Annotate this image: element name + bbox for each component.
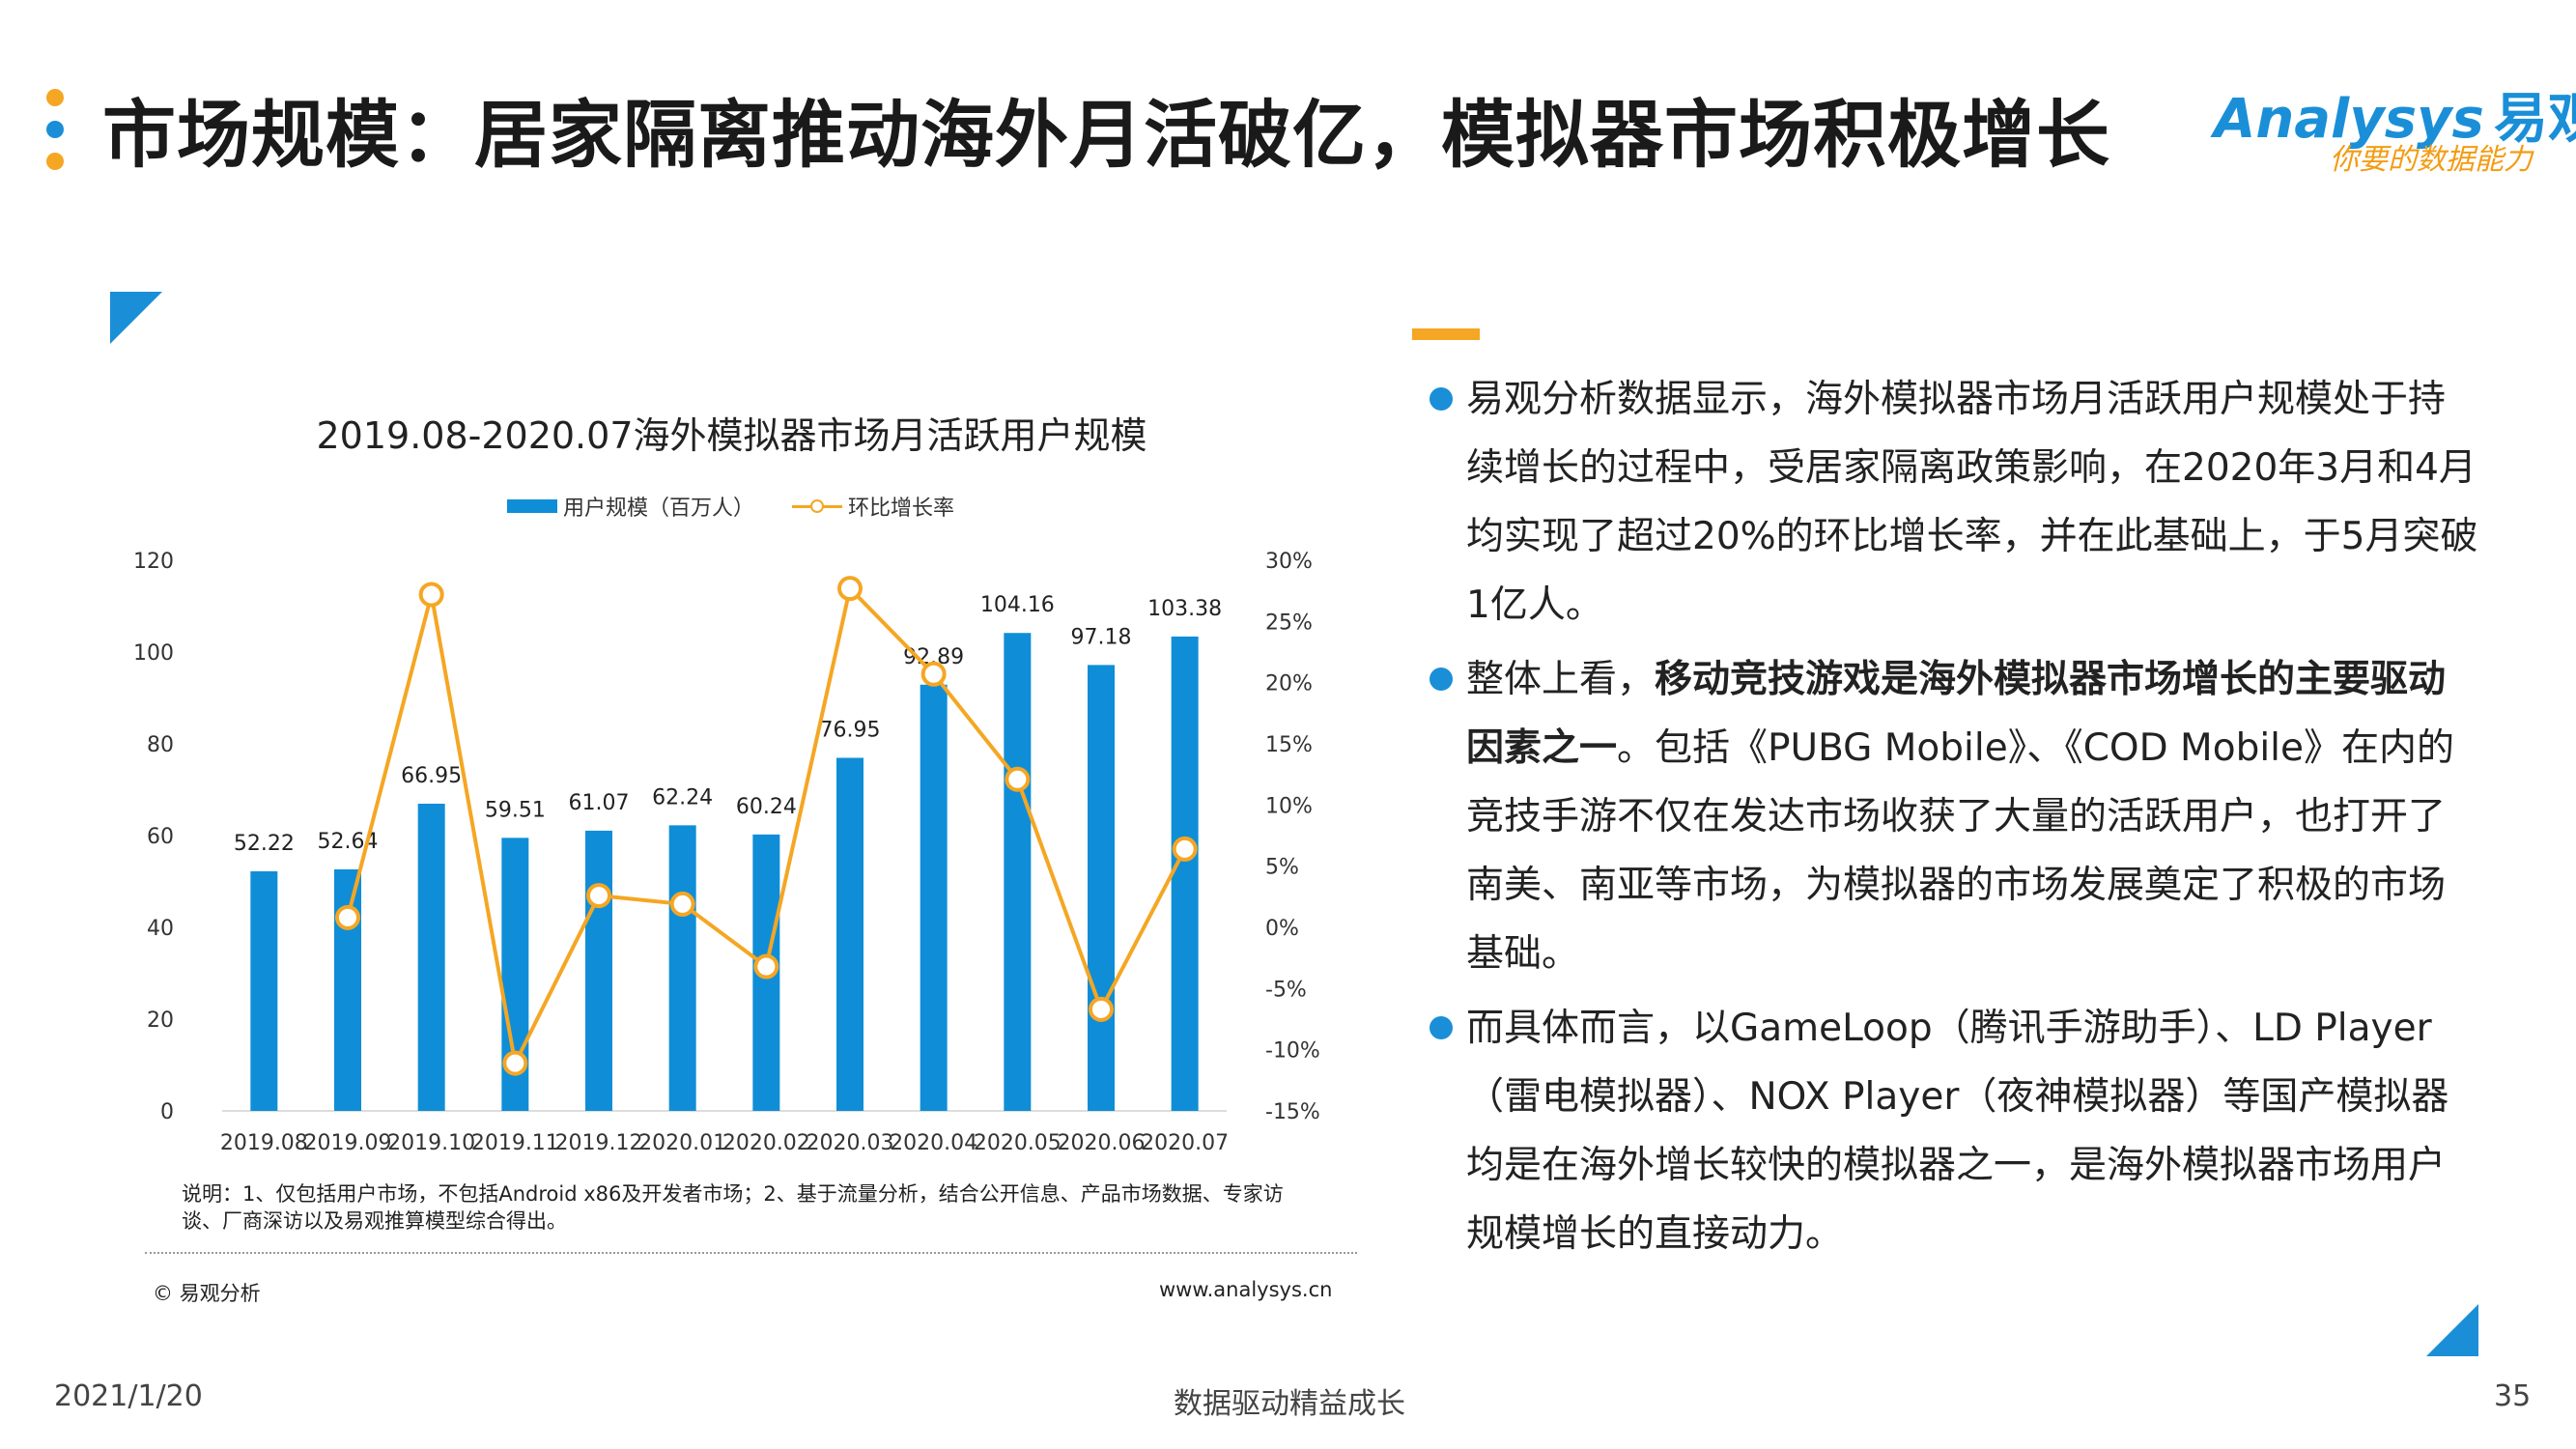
x-tick-label: 2019.08: [220, 1131, 308, 1155]
bullet-dot: [1430, 1016, 1453, 1039]
bullet-list: 易观分析数据显示，海外模拟器市场月活跃用户规模处于持续增长的过程中，受居家隔离政…: [1430, 365, 2482, 1274]
y-right-tick-label: -10%: [1265, 1039, 1320, 1064]
y-left-tick-label: 40: [147, 917, 174, 941]
legend-item-bar: 用户规模（百万人）: [507, 491, 754, 522]
bar: [250, 870, 278, 1111]
y-right-tick-label: 0%: [1265, 917, 1299, 941]
corner-decoration-bottom-right: [2426, 1304, 2478, 1356]
title-dot: [46, 153, 64, 170]
y-left-tick-label: 120: [133, 550, 174, 574]
x-tick-label: 2019.12: [555, 1131, 643, 1155]
growth-rate-point: [1089, 996, 1114, 1022]
bar: [1171, 636, 1199, 1111]
legend-item-line: 环比增长率: [792, 491, 954, 522]
footer-slogan: 数据驱动精益成长: [1174, 1387, 1405, 1421]
y-right-tick-label: -15%: [1265, 1100, 1320, 1124]
bar-data-label: 76.95: [820, 718, 881, 742]
title-dot: [46, 89, 64, 106]
x-tick-label: 2019.09: [304, 1131, 392, 1155]
bullet-item: 易观分析数据显示，海外模拟器市场月活跃用户规模处于持续增长的过程中，受居家隔离政…: [1430, 365, 2482, 639]
bar-data-label: 59.51: [485, 798, 546, 822]
bar-data-label: 104.16: [980, 593, 1055, 617]
x-tick-label: 2020.02: [722, 1131, 810, 1155]
y-right-tick-label: 30%: [1265, 550, 1313, 574]
y-right-tick-label: -5%: [1265, 978, 1307, 1002]
logo-cn: 易观: [2493, 88, 2576, 151]
bullet-text-bold: 移动竞技游戏是海外模拟器市场增长的主要驱动因素之一: [1466, 658, 2447, 770]
growth-rate-point: [502, 1050, 528, 1076]
chart-legend: 用户规模（百万人） 环比增长率: [507, 491, 985, 522]
legend-line-swatch: [792, 499, 843, 513]
growth-rate-point: [753, 953, 779, 980]
y-right-tick-label: 25%: [1265, 611, 1313, 635]
bar: [585, 830, 612, 1111]
page-title: 市场规模：居家隔离推动海外月活破亿，模拟器市场积极增长: [102, 92, 2110, 178]
bar-data-label: 97.18: [1071, 625, 1132, 649]
bar: [1088, 665, 1115, 1111]
footer-date: 2021/1/20: [54, 1379, 203, 1413]
growth-rate-point: [920, 661, 947, 687]
growth-rate-point: [669, 891, 695, 917]
y-right-tick-label: 20%: [1265, 672, 1313, 696]
source-url: www.analysys.cn: [1159, 1278, 1333, 1301]
growth-rate-point: [1005, 766, 1031, 792]
growth-rate-point: [1172, 836, 1198, 862]
legend-label-bar: 用户规模（百万人）: [563, 497, 755, 521]
y-left-tick-label: 0: [160, 1100, 174, 1124]
x-tick-label: 2020.05: [974, 1131, 1062, 1155]
x-tick-label: 2020.06: [1058, 1131, 1146, 1155]
combo-chart: 0 20 40 60 80 100 120 -15% -10% -5% 0% 5% 10% 15% 20% 2…: [133, 550, 1320, 1155]
bullet-dot: [1430, 387, 1453, 411]
y-right-tick-label: 10%: [1265, 794, 1313, 818]
x-tick-label: 2020.03: [807, 1131, 894, 1155]
bullet-text-after: 。包括《PUBG Mobile》、《COD Mobile》在内的竞技手游不仅在发…: [1466, 726, 2454, 976]
source-left: © 易观分析: [153, 1282, 261, 1305]
title-dots: [46, 89, 64, 185]
bullet-item: 而具体而言，以GameLoop（腾讯手游助手）、LD Player（雷电模拟器）…: [1430, 994, 2482, 1268]
corner-decoration-top-left: [110, 292, 162, 344]
legend-bar-swatch: [507, 499, 557, 513]
y-left-tick-label: 20: [147, 1009, 174, 1033]
x-tick-label: 2020.01: [638, 1131, 726, 1155]
bullet-item: 整体上看，移动竞技游戏是海外模拟器市场增长的主要驱动因素之一。包括《PUBG M…: [1430, 645, 2482, 988]
y-left-tick-label: 80: [147, 733, 174, 757]
title-dot: [46, 121, 64, 138]
legend-label-line: 环比增长率: [848, 497, 955, 521]
logo-text: Analysys: [2214, 88, 2484, 151]
bullet-text: 易观分析数据显示，海外模拟器市场月活跃用户规模处于持续增长的过程中，受居家隔离政…: [1466, 378, 2478, 627]
y-right-tick-label: 5%: [1265, 856, 1299, 880]
bar: [1004, 633, 1032, 1111]
y-left-tick-label: 60: [147, 825, 174, 849]
bar: [836, 757, 863, 1111]
bar: [417, 803, 445, 1111]
bullet-text-before: 整体上看，: [1466, 658, 1656, 701]
chart-title: 2019.08-2020.07海外模拟器市场月活跃用户规模: [316, 414, 1147, 457]
brand-logo: Analysys 易观 你要的数据能力: [2214, 75, 2576, 177]
page-number: 35: [2494, 1379, 2532, 1413]
bar-data-label: 61.07: [569, 791, 630, 815]
growth-rate-point: [586, 883, 611, 909]
growth-rate-point: [335, 904, 360, 930]
bar: [668, 825, 696, 1111]
bar-data-label: 60.24: [736, 795, 797, 819]
x-tick-label: 2020.04: [890, 1131, 977, 1155]
x-tick-label: 2019.11: [471, 1131, 559, 1155]
y-right-tick-label: 15%: [1265, 733, 1313, 757]
growth-rate-point: [418, 582, 444, 608]
chart-note: 说明：1、仅包括用户市场，不包括Android x86及开发者市场；2、基于流量…: [182, 1182, 1284, 1233]
logo-tagline: 你要的数据能力: [2330, 143, 2533, 177]
note-divider: [145, 1252, 1357, 1254]
bullet-text: 而具体而言，以GameLoop（腾讯手游助手）、LD Player（雷电模拟器）…: [1466, 1007, 2449, 1256]
bar-data-label: 66.95: [401, 764, 462, 788]
y-left-tick-label: 100: [133, 641, 174, 666]
accent-bar: [1412, 328, 1480, 340]
bar: [920, 684, 948, 1111]
growth-rate-point: [837, 576, 863, 602]
bar-data-label: 103.38: [1147, 597, 1222, 621]
x-tick-label: 2020.07: [1141, 1131, 1229, 1155]
bar-data-label: 62.24: [652, 785, 713, 810]
bullet-dot: [1430, 668, 1453, 691]
x-tick-label: 2019.10: [387, 1131, 475, 1155]
bar-data-label: 52.22: [234, 832, 295, 856]
